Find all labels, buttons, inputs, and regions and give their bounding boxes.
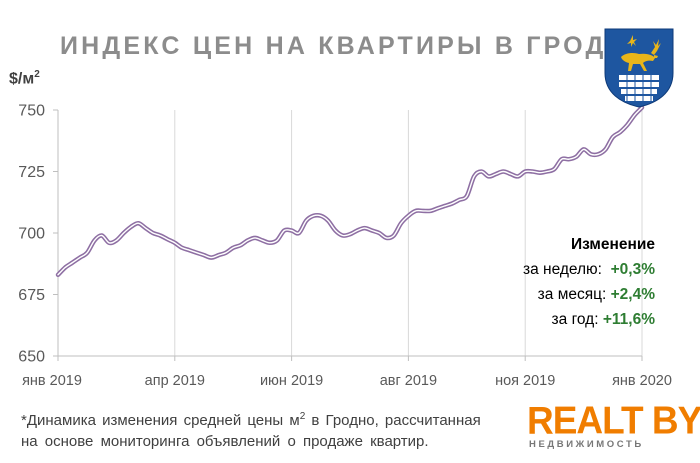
footnote-sup: 2 bbox=[299, 411, 306, 422]
footnote-text-a: *Динамика изменения средней цены м bbox=[21, 412, 300, 429]
footnote-line-1: *Динамика изменения средней цены м2 в Гр… bbox=[21, 406, 521, 431]
change-heading: Изменение bbox=[570, 236, 655, 253]
change-value: +11,6% bbox=[602, 311, 655, 328]
x-tick-label: июн 2019 bbox=[260, 373, 323, 389]
x-tick-label: янв 2020 bbox=[612, 373, 672, 389]
x-tick-label: янв 2019 bbox=[22, 373, 82, 389]
y-axis-unit-sup: 2 bbox=[34, 69, 40, 80]
y-tick-label: 700 bbox=[18, 226, 45, 243]
y-tick-label: 675 bbox=[18, 287, 45, 304]
chart-title: ИНДЕКС ЦЕН НА КВАРТИРЫ В ГРОДНО bbox=[60, 32, 651, 60]
change-summary: Изменение за неделю: +0,3% за месяц: +2,… bbox=[523, 232, 655, 332]
y-tick-label: 725 bbox=[18, 164, 45, 181]
change-label: за неделю: bbox=[522, 261, 602, 278]
change-row-month: за месяц: +2,4% bbox=[523, 282, 655, 307]
change-label: за год: bbox=[551, 311, 599, 328]
y-axis: 650 675 700 725 750 bbox=[18, 103, 59, 366]
y-axis-unit-label: $/м bbox=[9, 70, 35, 88]
logo-subtitle: НЕДВИЖИМОСТЬ bbox=[529, 439, 644, 450]
x-tick-label: авг 2019 bbox=[380, 373, 437, 389]
realt-logo: REALT BY НЕДВИЖИМОСТЬ bbox=[527, 398, 700, 450]
y-tick-label: 650 bbox=[18, 349, 45, 366]
footnote-line-2: на основе мониторинга объявлений о прода… bbox=[21, 433, 429, 450]
y-axis-unit: $/м2 bbox=[9, 69, 40, 88]
change-label: за месяц: bbox=[537, 286, 607, 303]
change-value: +2,4% bbox=[610, 286, 655, 303]
x-axis: янв 2019 апр 2019 июн 2019 авг 2019 ноя 2019… bbox=[22, 355, 672, 389]
x-tick-label: апр 2019 bbox=[145, 373, 205, 389]
grodno-coat-of-arms-icon bbox=[604, 28, 674, 108]
series-line bbox=[57, 106, 643, 276]
y-tick-label: 750 bbox=[18, 103, 45, 120]
grid-lines bbox=[174, 110, 643, 356]
footnote-text-b: в Гродно, рассчитанная bbox=[305, 412, 481, 429]
series-group bbox=[55, 105, 645, 278]
change-value: +0,3% bbox=[610, 261, 655, 278]
x-tick-label: ноя 2019 bbox=[495, 373, 555, 389]
change-row-year: за год: +11,6% bbox=[523, 307, 655, 332]
footnote: *Динамика изменения средней цены м2 в Гр… bbox=[21, 406, 521, 452]
change-row-week: за неделю: +0,3% bbox=[523, 257, 655, 282]
logo-wordmark: REALT BY bbox=[527, 398, 700, 442]
